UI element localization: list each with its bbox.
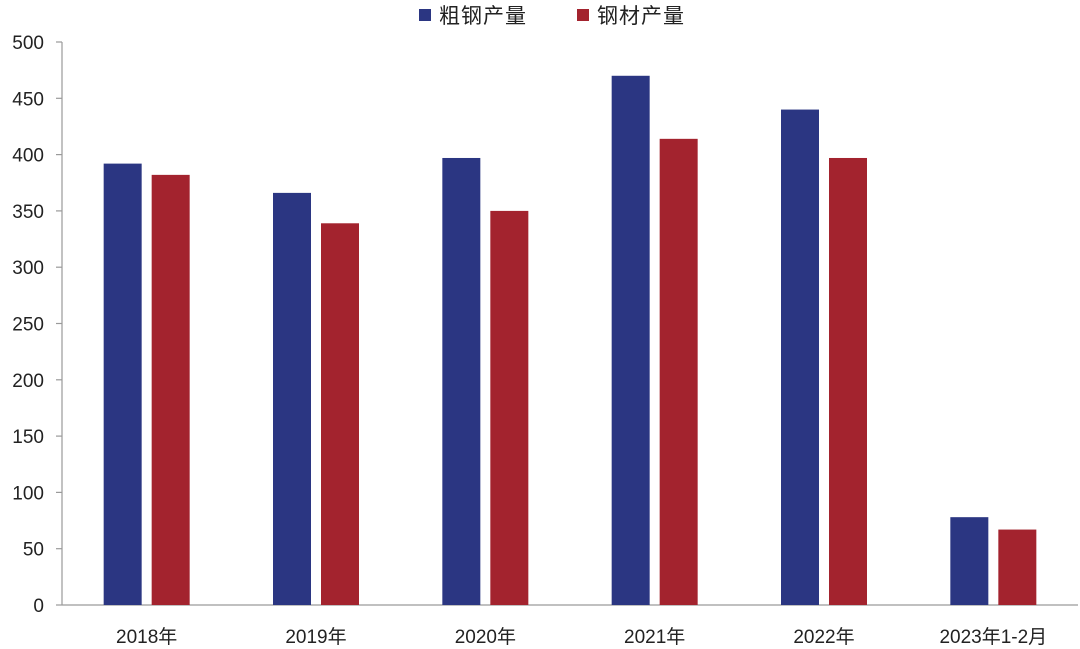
y-tick-label: 100 [12,483,44,504]
y-tick-label: 250 [12,315,44,336]
legend-label-2: 钢材产量 [597,4,685,28]
bar-series2-2020年 [490,210,529,605]
y-tick-label: 400 [12,146,44,167]
y-tick-label: 150 [12,427,44,448]
y-tick-label: 300 [12,258,44,279]
x-axis: 2018年 2019年 2020年 2021年 2022年 2023年1-2月 [62,604,1078,648]
bars [103,75,1037,606]
bar-series1-2022年 [781,109,819,605]
bar-series2-2019年 [321,223,359,605]
bar-series2-2022年 [829,157,867,605]
bar-series2-2018年 [151,174,190,606]
x-tick-label: 2018年 [116,626,177,648]
legend-swatch-1 [419,9,431,21]
bar-series1-2020年 [442,157,481,605]
x-tick-label: 2022年 [793,626,854,648]
bar-series2-2021年 [659,138,698,605]
y-tick-label: 0 [33,596,44,617]
bar-series1-2023年1-2月 [950,517,989,605]
x-tick-label: 2021年 [624,626,685,648]
bar-series2-2023年1-2月 [998,529,1037,605]
x-tick-label: 2019年 [285,626,346,648]
y-tick-label: 200 [12,371,44,392]
x-tick-label: 2023年1-2月 [939,626,1047,648]
legend-swatch-2 [577,9,589,21]
y-tick-label: 350 [12,202,44,223]
y-tick-label: 450 [12,89,44,110]
y-tick-label: 500 [12,33,44,54]
y-axis: 0 50 100 150 200 250 300 350 400 450 500 [12,33,63,617]
legend-label-1: 粗钢产量 [439,4,527,28]
legend: 粗钢产量 钢材产量 [419,4,685,28]
x-tick-label: 2020年 [455,626,516,648]
bar-series1-2021年 [611,75,650,605]
bar-series1-2019年 [273,192,311,605]
bar-series1-2018年 [103,163,142,605]
y-tick-label: 50 [23,540,44,561]
